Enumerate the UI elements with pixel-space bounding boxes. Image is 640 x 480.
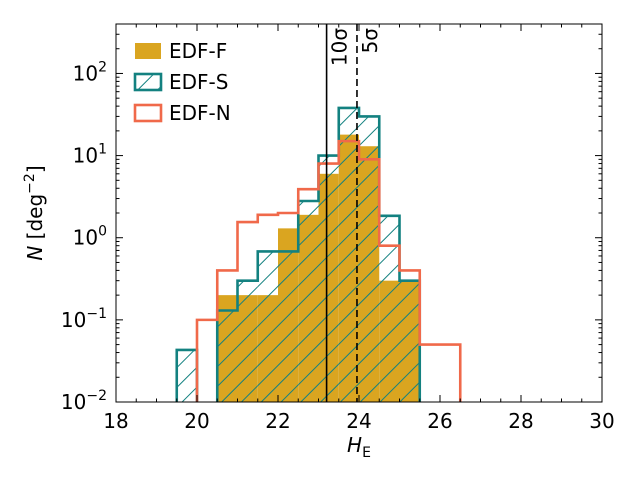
series-edf-s bbox=[175, 106, 422, 402]
bar-edf-s-hatch-5 bbox=[278, 251, 299, 402]
y-tick-exp: −1 bbox=[86, 306, 107, 322]
legend: EDF-F EDF-S EDF-N bbox=[133, 39, 231, 125]
bar-edf-s-hatch-10 bbox=[379, 215, 400, 402]
y-tick-exp: 0 bbox=[98, 224, 107, 240]
y-axis-label-unit: [deg bbox=[23, 194, 47, 240]
legend-label-edf-n: EDF-N bbox=[169, 101, 231, 125]
vline-label-5sigma: 5σ bbox=[358, 28, 382, 54]
legend-label-edf-f: EDF-F bbox=[169, 39, 227, 63]
step-edf-n-outline bbox=[195, 139, 462, 402]
x-axis-label: HE bbox=[347, 433, 371, 461]
bar-edf-s-hatch-4 bbox=[257, 251, 278, 402]
y-axis-label-main: N [deg bbox=[23, 194, 47, 261]
vline-label-10sigma: 10σ bbox=[328, 28, 352, 66]
y-tick-exp: −2 bbox=[86, 388, 107, 404]
x-tick-label: 18 bbox=[103, 409, 128, 433]
plot-area bbox=[175, 24, 462, 402]
x-tick-label: 28 bbox=[508, 409, 533, 433]
y-tick-label: 10−1 bbox=[61, 306, 107, 332]
y-axis-label-close: ] bbox=[23, 165, 47, 173]
y-axis-label-sup: −2 bbox=[22, 173, 38, 194]
legend-swatch-edf-n bbox=[133, 103, 163, 123]
y-axis-label: N [deg−2] bbox=[22, 165, 47, 260]
y-tick-base: 10 bbox=[61, 390, 86, 414]
legend-swatch-edf-s bbox=[133, 72, 163, 92]
bar-edf-s-hatch-8 bbox=[338, 107, 359, 402]
y-tick-label: 10−2 bbox=[61, 388, 107, 414]
y-tick-label: 101 bbox=[73, 142, 107, 168]
bar-edf-s-hatch-3 bbox=[237, 280, 258, 402]
bar-edf-s-hatch-11 bbox=[399, 280, 420, 402]
y-tick-base: 10 bbox=[73, 226, 98, 250]
bar-edf-s-hatch-6 bbox=[298, 200, 319, 402]
bar-edf-s-hatch-7 bbox=[318, 155, 339, 402]
y-tick-exp: 1 bbox=[98, 142, 107, 158]
series-edf-n bbox=[195, 139, 462, 402]
legend-label-edf-s: EDF-S bbox=[169, 70, 228, 94]
x-tick-label: 24 bbox=[346, 409, 371, 433]
x-axis-label-sub: E bbox=[362, 445, 371, 461]
axis-labels: HE N [deg−2] bbox=[22, 165, 371, 461]
y-tick-base: 10 bbox=[73, 144, 98, 168]
y-axis-label-symbol: N bbox=[23, 239, 47, 260]
bar-edf-s-hatch-2 bbox=[217, 310, 238, 402]
legend-swatch-edf-f bbox=[135, 43, 161, 59]
y-tick-exp: 2 bbox=[98, 59, 107, 75]
x-axis-label-main: H bbox=[347, 433, 362, 457]
y-tick-label: 100 bbox=[73, 224, 107, 250]
x-tick-label: 30 bbox=[589, 409, 614, 433]
x-tick-label: 22 bbox=[265, 409, 290, 433]
bar-edf-s-hatch-9 bbox=[359, 116, 380, 402]
y-tick-label: 102 bbox=[73, 59, 107, 85]
x-tick-label: 26 bbox=[427, 409, 452, 433]
x-tick-label: 20 bbox=[184, 409, 209, 433]
bar-edf-s-hatch-0 bbox=[176, 349, 197, 402]
y-tick-base: 10 bbox=[61, 308, 86, 332]
y-tick-base: 10 bbox=[73, 61, 98, 85]
